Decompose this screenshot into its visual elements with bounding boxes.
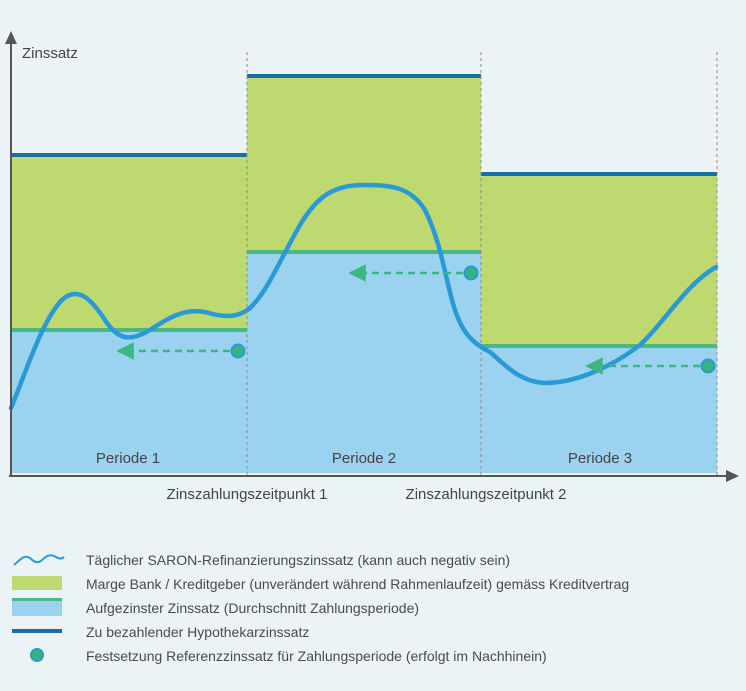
saron-curve-icon	[12, 548, 70, 572]
y-axis-label: Zinssatz	[22, 45, 78, 62]
mortgage-rate-line-icon	[12, 620, 70, 644]
average-rate-swatch-icon	[12, 596, 70, 620]
legend-text-margin: Marge Bank / Kreditgeber (unverändert wä…	[86, 576, 630, 592]
average-area-period-2	[247, 252, 481, 473]
period-2	[247, 74, 481, 473]
y-axis-arrow-icon	[5, 31, 17, 44]
legend-item-saron: Täglicher SARON-Refinanzierungszinssatz …	[12, 548, 742, 572]
period-3	[481, 172, 717, 473]
payment-date-label-2: Zinszahlungszeitpunkt 2	[406, 486, 567, 503]
saron-curve	[8, 182, 719, 411]
margin-area-period-1	[11, 155, 247, 330]
saron-diagram: Zinssatz Periode 1 Periode 2 Periode 3 Z…	[5, 31, 739, 503]
margin-area-period-2	[247, 76, 481, 252]
legend: Täglicher SARON-Refinanzierungszinssatz …	[12, 548, 742, 668]
margin-area-period-3	[481, 174, 717, 346]
period-label-3: Periode 3	[568, 450, 632, 467]
legend-item-average: Aufgezinster Zinssatz (Durchschnitt Zahl…	[12, 596, 742, 620]
fixing-dot-period-1	[230, 343, 246, 359]
payment-date-label-1: Zinszahlungszeitpunkt 1	[167, 486, 328, 503]
fixing-dot-icon	[12, 644, 70, 668]
x-axis-arrow-icon	[726, 470, 739, 482]
period-label-1: Periode 1	[96, 450, 160, 467]
legend-item-margin: Marge Bank / Kreditgeber (unverändert wä…	[12, 572, 742, 596]
legend-text-average: Aufgezinster Zinssatz (Durchschnitt Zahl…	[86, 600, 420, 616]
legend-text-saron: Täglicher SARON-Refinanzierungszinssatz …	[86, 552, 511, 568]
margin-swatch-icon	[12, 572, 70, 596]
fixing-dot-period-3	[700, 358, 716, 374]
legend-item-fixing: Festsetzung Referenzzinssatz für Zahlung…	[12, 644, 742, 668]
period-label-2: Periode 2	[332, 450, 396, 467]
fixing-dot-period-2	[463, 265, 479, 281]
legend-item-mortgage: Zu bezahlender Hypothekarzinssatz	[12, 620, 742, 644]
legend-text-fixing: Festsetzung Referenzzinssatz für Zahlung…	[86, 648, 547, 664]
legend-text-mortgage: Zu bezahlender Hypothekarzinssatz	[86, 624, 310, 640]
